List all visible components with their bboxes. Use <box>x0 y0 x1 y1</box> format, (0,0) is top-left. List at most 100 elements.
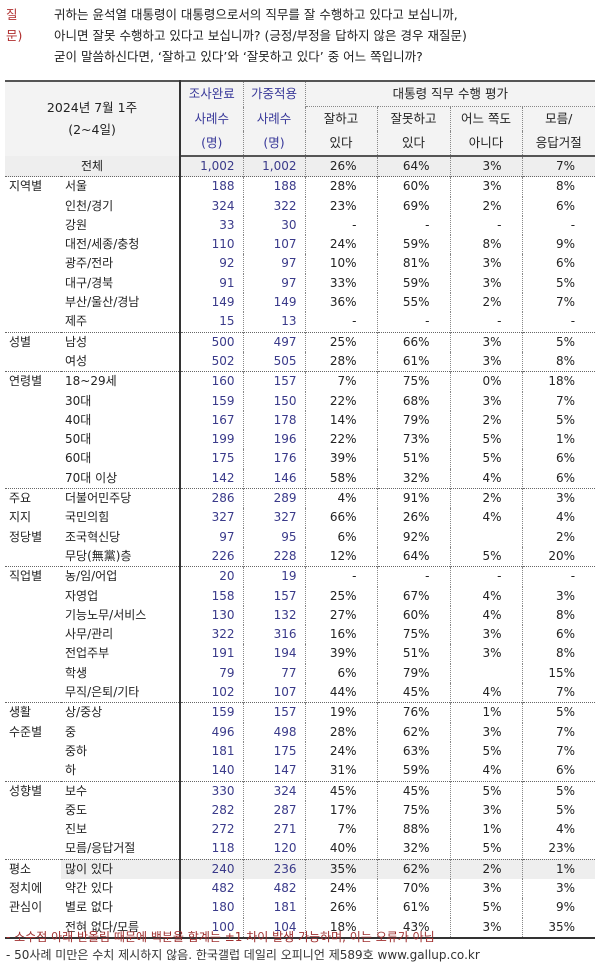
percent-cell: 23% <box>548 841 576 856</box>
percent-cell: 59% <box>377 761 451 781</box>
percent-cell: 1% <box>556 432 576 447</box>
sample-count-cell: 175 <box>243 741 306 762</box>
sample-count-cell: 91 <box>180 273 244 294</box>
sample-count-cell: 157 <box>243 702 306 723</box>
sample-count-cell: 19 <box>243 566 306 587</box>
table-row: 관심이 별로 없다 180 181 26% 61% 5% 9% <box>5 898 595 918</box>
percent-cell: 2% <box>556 529 576 544</box>
row-label: 50대 <box>61 430 182 450</box>
group-label <box>5 761 61 781</box>
percent-cell: 3% <box>450 351 523 372</box>
percent-cell: 22% <box>305 430 378 450</box>
footnote-rounding: - 소수점 아래 반올림 때문에 백분율 합계는 ±1 차이 발생 가능하며, … <box>6 930 435 944</box>
sample-count-cell: 1,002 <box>180 156 244 177</box>
group-label <box>5 547 61 567</box>
row-label: 인천/경기 <box>61 196 182 216</box>
percent-cell: 18% <box>522 371 596 392</box>
sample-count-cell: 282 <box>180 800 244 821</box>
row-label: 제주 <box>61 312 182 333</box>
percent-cell: 5% <box>450 430 523 450</box>
percent-cell: 61% <box>377 351 451 372</box>
row-label: 무당(無黨)층 <box>61 546 182 567</box>
percent-cell: 3% <box>556 588 576 603</box>
group-label <box>5 293 61 312</box>
row-label: 남성 <box>61 331 182 352</box>
percent-cell: - <box>570 217 576 232</box>
percent-cell: 5% <box>450 546 523 567</box>
percent-cell: 60% <box>377 605 451 626</box>
group-label <box>5 274 61 293</box>
group-label <box>5 839 61 859</box>
sample-count-cell: 502 <box>180 351 244 372</box>
row-label: 무직/은퇴/기타 <box>61 683 182 703</box>
sample-count-cell: 95 <box>243 527 306 547</box>
row-label: 40대 <box>61 410 182 431</box>
table-row: 무당(無黨)층 226 228 12% 64% 5% 20% <box>5 546 595 567</box>
row-label: 중 <box>61 722 182 742</box>
percent-cell: 7% <box>556 724 576 739</box>
sample-count-cell: 175 <box>180 449 244 469</box>
percent-cell: 25% <box>305 331 378 352</box>
percent-cell: 27% <box>305 605 378 626</box>
percent-cell: 73% <box>377 430 451 450</box>
percent-cell: 8% <box>556 607 576 622</box>
percent-cell: 20% <box>548 548 576 563</box>
table-row: 대전/세종/충청 110 107 24% 59% 8% 9% <box>5 235 595 255</box>
percent-cell: 28% <box>305 351 378 372</box>
percent-cell: - <box>377 215 451 236</box>
sample-count-cell: 157 <box>243 371 306 392</box>
row-label: 강원 <box>61 215 182 236</box>
row-label: 중도 <box>61 800 182 821</box>
table-row: 사무/관리 322 316 16% 75% 3% 6% <box>5 625 595 645</box>
sample-count-cell: 289 <box>243 488 306 509</box>
percent-cell: 51% <box>377 449 451 469</box>
sample-count-cell: 286 <box>180 488 244 509</box>
table-row: 자영업 158 157 25% 67% 4% 3% <box>5 586 595 606</box>
table-row: 40대 167 178 14% 79% 2% 5% <box>5 410 595 431</box>
table-row: 주요 더불어민주당 286 289 4% 91% 2% 3% <box>5 488 596 509</box>
sample-count-cell: 1,002 <box>243 156 306 177</box>
percent-cell: 3% <box>450 176 523 197</box>
percent-cell: 8% <box>450 235 523 255</box>
sample-count-cell: 498 <box>243 722 306 742</box>
row-label: 광주/전라 <box>61 254 182 274</box>
sample-count-cell: 160 <box>180 371 244 392</box>
percent-cell: 66% <box>305 508 378 528</box>
sample-count-cell: 118 <box>180 839 244 860</box>
percent-cell: 60% <box>377 176 451 197</box>
percent-cell: 4% <box>556 822 576 837</box>
percent-cell: 23% <box>305 196 378 216</box>
table-row: 중도 282 287 17% 75% 3% 5% <box>5 800 595 821</box>
percent-cell: 24% <box>305 235 378 255</box>
percent-cell: 32% <box>377 839 451 860</box>
sample-count-cell: 196 <box>243 430 306 450</box>
group-label: 직업별 <box>5 566 61 587</box>
col-neither-header: 어느 쪽도 <box>450 106 523 131</box>
table-row: 50대 199 196 22% 73% 5% 1% <box>5 430 595 450</box>
table-row: 성향별 보수 330 324 45% 45% 5% 5% <box>5 780 596 801</box>
percent-cell: 4% <box>450 683 523 703</box>
group-label <box>5 312 61 332</box>
sample-count-cell: 181 <box>243 898 306 918</box>
n-unit: (명) <box>180 131 244 157</box>
sample-count-cell: 191 <box>180 644 244 664</box>
percent-cell: 3% <box>450 722 523 742</box>
group-label <box>5 352 61 372</box>
question-line: 귀하는 윤석열 대통령이 대통령으로서의 직무를 잘 수행하고 있다고 보십니까… <box>54 7 458 22</box>
group-label <box>5 606 61 625</box>
row-label: 서울 <box>61 176 182 197</box>
sample-count-cell: 482 <box>243 878 306 899</box>
table-row: 성별 남성 500 497 25% 66% 3% 5% <box>5 331 596 352</box>
table-row: 수준별 중 496 498 28% 62% 3% 7% <box>5 722 595 742</box>
percent-cell: 64% <box>377 546 451 567</box>
percent-cell: 1% <box>522 858 596 879</box>
percent-cell: 7% <box>556 743 576 758</box>
row-label: 18~29세 <box>61 371 182 392</box>
percent-cell: 67% <box>377 586 451 606</box>
table-row: 학생 79 77 6% 79% 15% <box>5 663 595 684</box>
percent-cell: 0% <box>450 371 523 392</box>
sample-count-cell: 240 <box>180 858 244 879</box>
percent-cell: 5% <box>450 898 523 918</box>
row-label: 대전/세종/충청 <box>61 235 182 255</box>
percent-cell: 62% <box>377 722 451 742</box>
